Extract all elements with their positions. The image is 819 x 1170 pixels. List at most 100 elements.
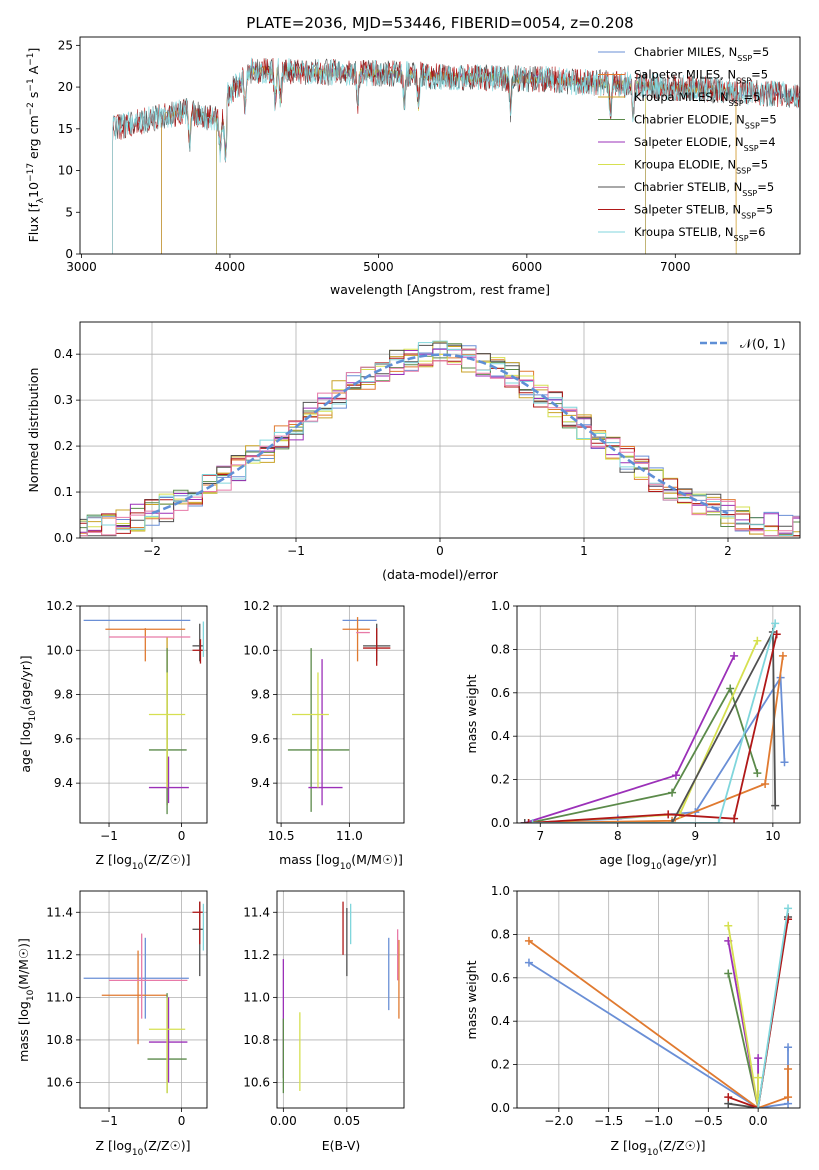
weight-point-chabrier-miles [780,758,789,767]
x-tick-label: 8 [614,829,622,843]
legend-entry: Chabrier ELODIE, NSSP=5 [634,113,777,131]
weight-line-chabrier-elodie [528,686,759,823]
weight-point-salpeter-stelib [724,1093,733,1102]
y-tick-label: 0.4 [491,729,510,743]
y-tick-label: 10.2 [243,599,270,613]
weight-point-chabrier-stelib [520,819,529,823]
y-tick-label: 10.0 [243,643,270,657]
plot-area [524,904,793,1108]
x-tick-label: 2 [724,544,732,558]
weight-point-salpeter-stelib [524,819,533,823]
y-tick-label: 9.8 [54,688,73,702]
weight-point-kroupa-stelib [771,619,780,628]
mass-vs-metallicity-plot: −1 0 10.6 10.8 11.0 11.2 11.4 Z [log10(Z/Z☉)] ma… [16,890,208,1158]
axes-frame [79,605,208,824]
x-axis-label: (data-model)/error [382,567,499,582]
mass-vs-ebv-plot: 0.00 0.05 10.6 10.8 11.0 11.2 11.4 E(B-V) [243,890,405,1153]
x-tick-label: −2.0 [544,1114,573,1128]
y-tick-label: 11.0 [243,990,270,1004]
x-tick-label: −1 [100,1114,118,1128]
x-axis-label: Z [log10(Z/Z☉)] [610,1138,705,1158]
x-tick-label: 0 [178,829,186,843]
weight-point-chabrier-elodie [753,769,762,778]
histogram-kroupa-stelib [80,340,800,537]
x-axis-label: Z [log10(Z/Z☉)] [95,1138,190,1158]
plot-area [112,57,800,254]
plot-area [287,617,391,812]
x-tick-label: −1 [287,544,305,558]
x-tick-label: 6000 [512,260,543,274]
legend-entry: Kroupa STELIB, NSSP=6 [634,225,765,243]
plot-area [520,619,789,823]
weight-vs-age-plot: 7 8 9 10 0.0 0.2 0.4 0.6 0.8 1.0 mass weight age [l… [464,599,801,872]
y-tick-label: 10.8 [243,1033,270,1047]
x-tick-label: 4000 [215,260,246,274]
weight-point-salpeter-stelib [664,810,673,819]
weight-point-salpeter-stelib [784,915,793,924]
y-tick-label: 0.0 [491,816,510,830]
axes-frame [516,605,801,824]
y-axis-label: mass weight [464,674,479,753]
x-axis-label: Z [log10(Z/Z☉)] [95,852,190,872]
y-tick-label: 0.2 [491,1058,510,1072]
weight-line-salpeter-stelib [727,919,789,1108]
x-tick-label: −1.5 [594,1114,623,1128]
weight-point-kroupa-elodie [753,636,762,645]
weight-point-kroupa-stelib [528,819,537,823]
x-axis-label: E(B-V) [322,1138,361,1153]
y-tick-label: 0.0 [54,531,73,545]
y-tick-label: 20 [58,80,73,94]
figure-title: PLATE=2036, MJD=53446, FIBERID=0054, z=0… [246,14,633,32]
x-tick-label: −0.5 [694,1114,723,1128]
weight-point-chabrier-elodie [726,684,735,693]
x-tick-label: 9 [692,829,700,843]
axes-frame [516,890,801,1109]
weight-line-kroupa-stelib [757,908,789,1108]
spectrum-plot: 3000 4000 5000 6000 7000 0 5 10 15 20 25 Flux [fλ10… [26,36,801,297]
weight-point-salpeter-miles [778,651,787,660]
weight-point-chabrier-miles [784,1043,793,1052]
plot-area [282,901,400,1094]
x-axis-label: mass [log10(M/M☉)] [279,852,403,872]
plot-area [83,619,205,815]
axes-frame [276,605,405,824]
histogram-pink [80,348,800,537]
gaussian-curve [151,353,729,515]
x-tick-label: 0.0 [749,1114,768,1128]
y-tick-label: 0.8 [491,642,510,656]
legend-entry: Salpeter MILES, NSSP=5 [634,68,768,86]
y-tick-label: 10.0 [46,643,73,657]
weight-line-kroupa-elodie [528,640,759,823]
age-vs-metallicity-plot: −1 0 9.4 9.6 9.8 10.0 10.2 Z [log10(Z/Z☉)] age [… [18,599,208,872]
x-tick-label: −1.0 [644,1114,673,1128]
y-tick-label: 9.8 [251,688,270,702]
x-tick-label: 11.0 [336,829,363,843]
y-tick-label: 0.4 [491,1014,510,1028]
weight-line-kroupa-stelib [532,623,777,823]
weight-line-salpeter-miles [528,940,789,1108]
legend-entry: Salpeter STELIB, NSSP=5 [634,203,773,221]
legend-entry: Chabrier MILES, NSSP=5 [634,45,769,63]
weight-point-chabrier-miles [524,958,533,967]
x-tick-label: 3000 [66,260,97,274]
y-tick-label: 9.6 [251,732,270,746]
weight-line-kroupa-elodie [727,925,759,1108]
y-tick-label: 9.6 [54,732,73,746]
weight-point-kroupa-stelib [784,904,793,913]
weight-point-chabrier-elodie [724,969,733,978]
x-tick-label: 0.05 [333,1114,360,1128]
y-tick-label: 9.4 [54,776,73,790]
age-vs-mass-plot: 10.5 11.0 9.4 9.6 9.8 10.0 10.2 mass [log10(M/M… [243,599,405,872]
x-axis-label: age [log10(age/yr)] [599,852,716,872]
weight-point-chabrier-stelib [668,819,677,823]
x-tick-label: 10.5 [268,829,295,843]
axes-frame [79,890,208,1109]
weight-point-salpeter-miles [784,1064,793,1073]
plot-area [80,340,800,537]
x-tick-label: 7000 [660,260,691,274]
y-tick-label: 0.2 [491,773,510,787]
x-tick-label: 5000 [363,260,394,274]
weight-line-chabrier-stelib [524,631,777,823]
weight-point-kroupa-elodie [754,1073,763,1082]
weight-line-chabrier-miles [524,674,786,823]
